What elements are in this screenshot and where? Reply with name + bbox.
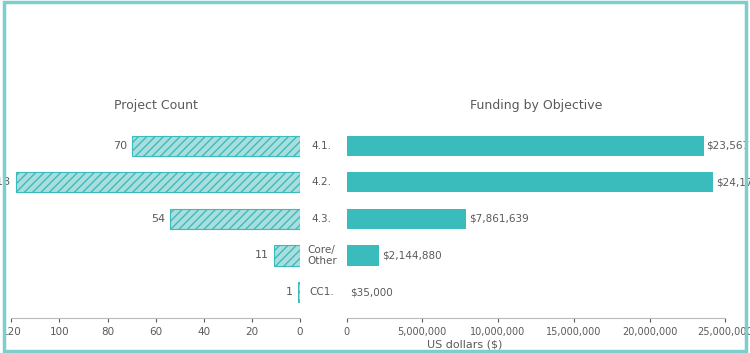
Text: 2016: 2016: [350, 14, 400, 32]
Bar: [346, 245, 379, 265]
Text: Core/
Other: Core/ Other: [307, 245, 337, 266]
Text: $35,000: $35,000: [350, 287, 393, 297]
Text: Question 4 - Treatments and Interventions: Question 4 - Treatments and Intervention…: [234, 41, 516, 54]
Text: 54: 54: [151, 214, 165, 224]
Bar: [298, 282, 300, 302]
Text: CC1.: CC1.: [309, 287, 334, 297]
Text: Total Funding: $57,785,068: Total Funding: $57,785,068: [284, 63, 466, 76]
Bar: [274, 245, 300, 265]
Bar: [170, 209, 300, 229]
Text: Number of Projects: 254: Number of Projects: 254: [294, 85, 456, 98]
Bar: [131, 136, 300, 156]
Text: 11: 11: [255, 251, 268, 261]
Text: US dollars ($): US dollars ($): [427, 340, 502, 349]
Text: Project Count: Project Count: [114, 99, 197, 112]
Text: $23,567,797: $23,567,797: [706, 140, 750, 151]
Text: 4.2.: 4.2.: [312, 177, 332, 187]
Bar: [346, 172, 712, 192]
Text: 70: 70: [112, 140, 127, 151]
Text: $7,861,639: $7,861,639: [469, 214, 529, 224]
Text: $24,175,752: $24,175,752: [716, 177, 750, 187]
Text: $2,144,880: $2,144,880: [382, 251, 442, 261]
Text: 4.3.: 4.3.: [312, 214, 332, 224]
Text: 4.1.: 4.1.: [312, 140, 332, 151]
Text: 118: 118: [0, 177, 11, 187]
Bar: [346, 136, 704, 156]
Text: 1: 1: [286, 287, 292, 297]
Bar: [346, 209, 466, 229]
Text: Funding by Objective: Funding by Objective: [470, 99, 602, 112]
Bar: [16, 172, 300, 192]
